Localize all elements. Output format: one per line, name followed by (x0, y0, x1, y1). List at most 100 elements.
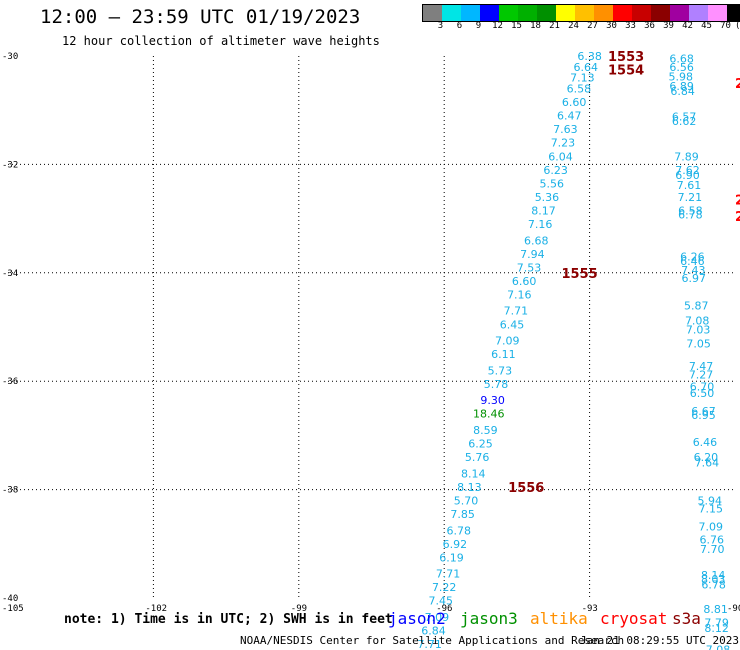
colorbar-swatch (556, 5, 575, 21)
colorbar-tick: 36 (644, 21, 655, 31)
cryosat-swh-value: 7.08 (685, 314, 710, 327)
cryosat-swh-value: 6.95 (691, 409, 716, 422)
cryosat-swh-value: 6.76 (699, 533, 724, 546)
colorbar-tick: 42 (682, 21, 693, 31)
cryosat-swh-value: 5.94 (698, 494, 723, 507)
cryosat-swh-value: 6.97 (682, 272, 707, 285)
latitude-label: -36 (2, 377, 18, 387)
jason2-swh-value: 6.23 (543, 164, 568, 177)
legend-cryosat: cryosat (600, 609, 668, 628)
colorbar-tick: 30 (606, 21, 617, 31)
cryosat-swh-value: 6.78 (701, 578, 726, 591)
longitude-label: -96 (436, 604, 452, 614)
colorbar-swatch (461, 5, 480, 21)
jason2-swh-value: 7.09 (495, 335, 520, 348)
cryosat-swh-value: 6.90 (675, 169, 700, 182)
cryosat-swh-value: 6.67 (691, 405, 716, 418)
jason2-swh-value: 7.53 (517, 261, 542, 274)
colorbar-tick: 18 (530, 21, 541, 31)
jason2-swh-value: 9.30 (480, 394, 505, 407)
pass-time-label: 1554 (608, 64, 644, 79)
cryosat-swh-value: 6.89 (669, 80, 694, 93)
generation-timestamp: Jan 21 08:29:55 UTC 2023 (580, 634, 739, 647)
jason2-swh-value: 18.46 (473, 408, 505, 421)
cryosat-swh-value: 5.98 (668, 71, 693, 84)
cryosat-swh-value: 6.62 (672, 115, 697, 128)
map-subtitle: 12 hour collection of altimeter wave hei… (62, 34, 380, 48)
colorbar-swatch (594, 5, 613, 21)
colorbar-swatch (537, 5, 556, 21)
jason2-swh-value: 8.13 (457, 481, 482, 494)
colorbar-tick: 39 (663, 21, 674, 31)
colorbar-tick: 70 (720, 21, 731, 31)
jason2-swh-value: 6.25 (468, 438, 493, 451)
latitude-label: -38 (2, 486, 18, 496)
jason2-swh-value: 7.16 (507, 288, 532, 301)
cryosat-swh-value: 7.61 (677, 179, 702, 192)
cryosat-swh-value: 7.03 (686, 324, 711, 337)
pass-time-label: 1556 (508, 481, 544, 496)
jason2-swh-value: 7.85 (450, 508, 475, 521)
colorbar-tick: (ft) (735, 21, 740, 31)
cryosat-swh-value: 6.70 (690, 381, 715, 394)
jason2-swh-value: 7.16 (528, 218, 553, 231)
longitude-label: -102 (145, 604, 167, 614)
jason2-swh-value: 7.63 (553, 123, 578, 136)
colorbar-swatch (651, 5, 670, 21)
cryosat-swh-value: 5.87 (684, 299, 709, 312)
cryosat-swh-value: 6.78 (678, 208, 703, 221)
colorbar-tick: 3 (437, 21, 444, 31)
colorbar-swatch (708, 5, 727, 21)
longitude-label: -90 (727, 604, 740, 614)
legend-jason2: jason2 (388, 609, 446, 628)
cryosat-swh-value: 7.43 (681, 264, 706, 277)
cryosat-swh-value: 7.05 (686, 337, 711, 350)
colorbar-swatch (480, 5, 499, 21)
colorbar-swatch (727, 5, 740, 21)
cryosat-swh-value: 7.09 (699, 520, 724, 533)
jason2-swh-value: 6.84 (421, 625, 446, 638)
colorbar-tick: 33 (625, 21, 636, 31)
jason2-swh-value: 8.14 (461, 467, 486, 480)
jason2-swh-value: 5.76 (465, 451, 490, 464)
cryosat-swh-value: 7.08 (706, 643, 731, 650)
cryosat-swh-value: 6.46 (693, 436, 718, 449)
cryosat-swh-value: 6.84 (670, 85, 695, 98)
latitude-label: -40 (2, 594, 18, 604)
jason2-swh-value: 5.70 (454, 494, 479, 507)
jason2-swh-value: 6.92 (443, 538, 468, 551)
jason2-swh-value: 6.64 (573, 61, 598, 74)
cryosat-swh-value: 7.62 (675, 164, 700, 177)
jason2-swh-value: 6.11 (491, 348, 516, 361)
jason2-swh-value: 7.71 (436, 568, 461, 581)
jason2-swh-value: 5.73 (488, 364, 513, 377)
cryosat-swh-value: 6.57 (672, 111, 697, 124)
latitude-label: -34 (2, 269, 18, 279)
cryosat-swh-value: 7.21 (678, 191, 703, 204)
jason2-swh-value: 5.78 (484, 378, 509, 391)
colorbar-swatch (613, 5, 632, 21)
longitude-label: -105 (2, 604, 24, 614)
colorbar-tick: 45 (701, 21, 712, 31)
pass-time-label: 2042 (735, 77, 740, 92)
jason2-swh-value: 6.04 (548, 150, 573, 163)
cryosat-swh-value: 6.46 (680, 255, 705, 268)
pass-time-label: 1553 (608, 50, 644, 65)
cryosat-swh-value: 8.12 (704, 622, 729, 635)
colorbar-tick: 12 (492, 21, 503, 31)
pass-time-label: 1555 (561, 267, 597, 282)
cryosat-swh-value: 7.89 (674, 150, 699, 163)
colorbar-swatch (670, 5, 689, 21)
credit-line: NOAA/NESDIS Center for Satellite Applica… (240, 634, 625, 647)
cryosat-swh-value: 8.03 (701, 573, 726, 586)
longitude-label: -93 (582, 604, 598, 614)
cryosat-swh-value: 6.68 (669, 53, 694, 66)
colorbar-tick: 21 (549, 21, 560, 31)
colorbar-tick: 9 (475, 21, 482, 31)
wave-height-colorbar (422, 4, 740, 22)
cryosat-swh-value: 7.27 (689, 369, 714, 382)
colorbar-swatch (689, 5, 708, 21)
cryosat-swh-value: 7.47 (689, 360, 714, 373)
cryosat-swh-value: 8.14 (701, 569, 726, 582)
